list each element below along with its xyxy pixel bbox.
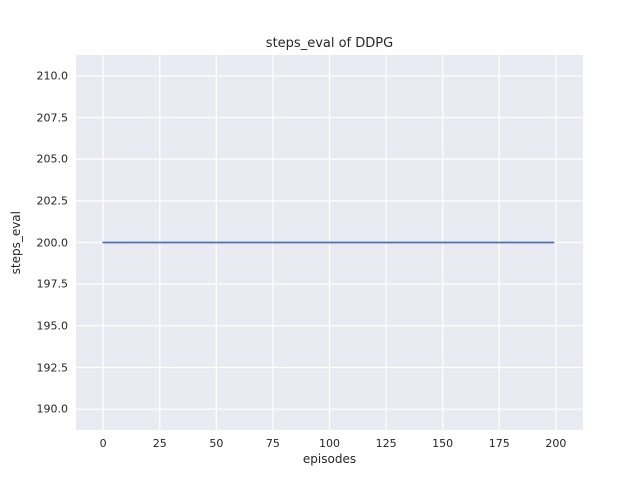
plot-area [76,55,583,430]
x-tick-label: 175 [488,437,510,450]
y-tick-label: 190.0 [36,402,69,416]
y-tick-label: 195.0 [36,319,69,333]
line-plot [76,55,583,430]
y-tick-label: 207.5 [36,111,69,124]
x-tick-label: 75 [265,437,280,450]
x-tick-label: 125 [375,437,397,450]
chart-title: steps_eval of DDPG [265,36,394,51]
y-tick-label: 192.5 [36,361,69,374]
x-tick-label: 150 [432,437,454,450]
y-tick-label: 200.0 [36,236,69,249]
x-tick-label: 200 [545,437,567,450]
x-tick-label: 100 [319,437,340,450]
x-tick-label: 50 [209,437,224,450]
x-tick-label: 25 [152,437,167,450]
y-tick-label: 197.5 [36,277,69,291]
x-tick-label: 0 [99,437,107,450]
y-tick-label: 210.0 [36,69,69,83]
y-tick-label: 202.5 [36,194,69,208]
x-axis-label: episodes [302,452,357,466]
y-tick-label: 205.0 [36,152,69,166]
